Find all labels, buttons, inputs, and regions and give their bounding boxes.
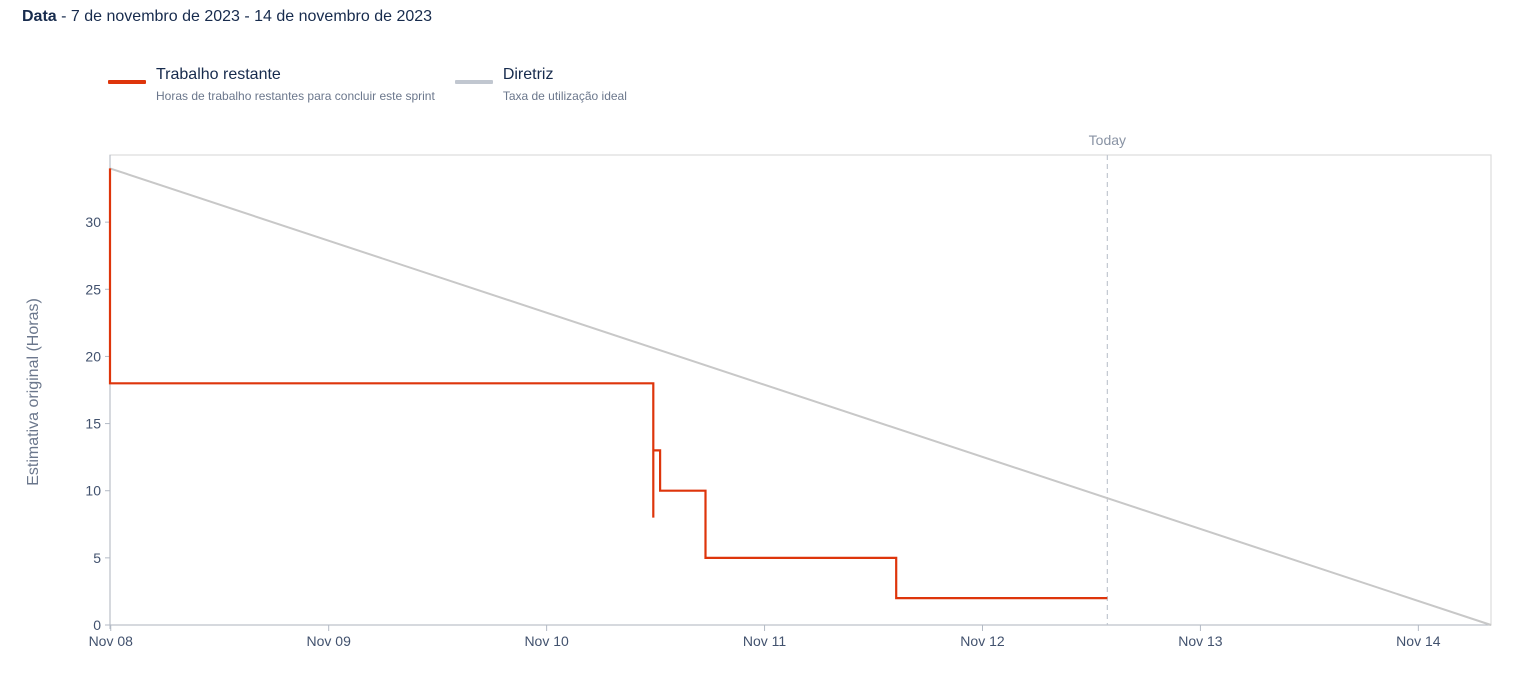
chart-legend: Trabalho restante Horas de trabalho rest… [108, 64, 627, 106]
plot-frame [109, 154, 1492, 626]
legend-swatch-remaining-work [108, 80, 146, 84]
date-range-label: Data [22, 8, 57, 25]
legend-item-guideline[interactable]: Diretriz Taxa de utilização ideal [454, 64, 627, 106]
y-tick-label-15: 15 [85, 416, 101, 432]
legend-desc-remaining-work: Horas de trabalho restantes para conclui… [156, 89, 435, 103]
date-range-value: - 7 de novembro de 2023 - 14 de novembro… [56, 8, 433, 25]
y-tick-label-0: 0 [93, 617, 101, 633]
x-tick-label-6: Nov 14 [1396, 633, 1441, 649]
legend-swatch-guideline [454, 80, 493, 84]
y-axis-title: Estimativa original (Horas) [25, 298, 42, 486]
x-tick-label-4: Nov 12 [960, 633, 1005, 649]
y-tick-label-10: 10 [85, 483, 101, 499]
series-line-diretriz [109, 167, 1492, 626]
legend-title-guideline: Diretriz [502, 66, 554, 83]
x-tick-label-5: Nov 13 [1178, 633, 1223, 649]
x-tick-label-0: Nov 08 [89, 633, 134, 649]
x-tick-label-3: Nov 11 [743, 633, 787, 649]
y-tick-label-20: 20 [85, 348, 101, 364]
series-line-trabalho-restante [108, 168, 1108, 600]
legend-item-remaining-work[interactable]: Trabalho restante Horas de trabalho rest… [108, 64, 435, 106]
date-range: Data - 7 de novembro de 2023 - 14 de nov… [22, 8, 432, 26]
legend-desc-guideline: Taxa de utilização ideal [502, 89, 627, 103]
y-tick-label-30: 30 [85, 214, 101, 230]
today-label: Today [1089, 132, 1126, 148]
x-tick-label-1: Nov 09 [307, 633, 352, 649]
x-tick-label-2: Nov 10 [524, 633, 569, 649]
y-tick-label-25: 25 [85, 281, 101, 297]
legend-title-remaining-work: Trabalho restante [156, 66, 281, 83]
y-tick-label-5: 5 [93, 550, 101, 566]
